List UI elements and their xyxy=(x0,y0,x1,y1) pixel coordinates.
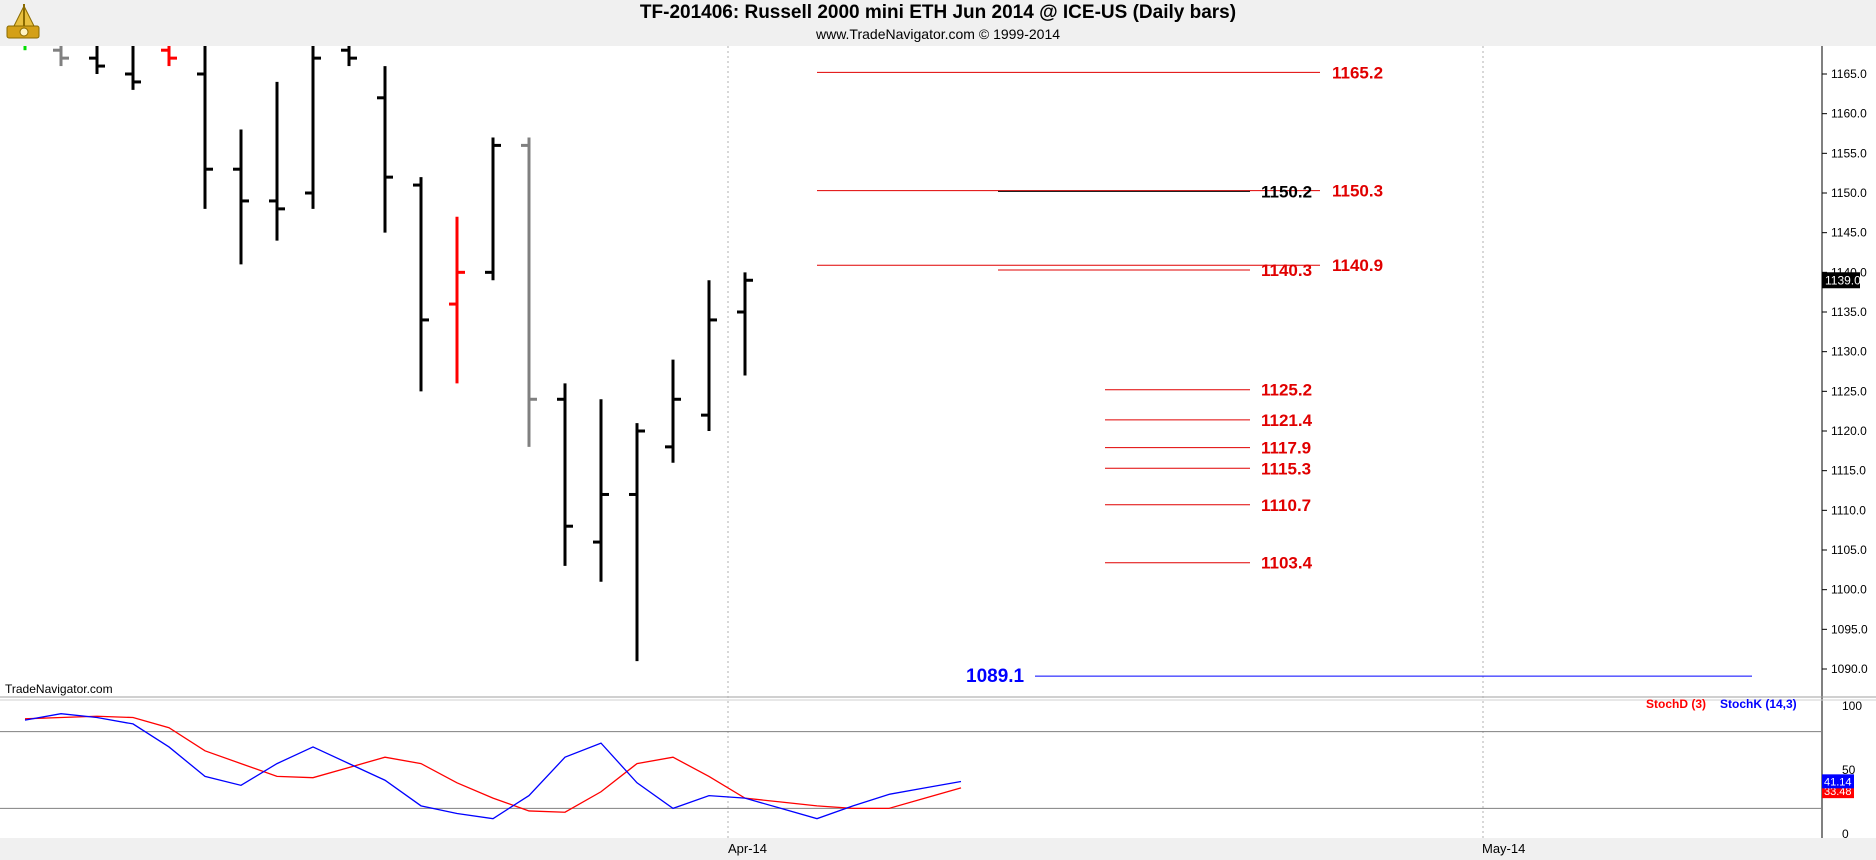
y-tick-label: 1125.0 xyxy=(1831,384,1867,398)
y-tick-label: 1110.0 xyxy=(1831,503,1866,517)
level-label: 1150.2 xyxy=(1261,182,1312,201)
stoch-last-value-box xyxy=(1822,774,1854,789)
trade-navigator-logo-icon xyxy=(6,4,40,39)
y-tick-label: 1160.0 xyxy=(1831,107,1867,121)
level-label: 1150.3 xyxy=(1332,182,1383,201)
stoch-y-tick-label: 100 xyxy=(1842,699,1862,713)
y-tick-label: 1095.0 xyxy=(1831,622,1868,636)
legend-stochd: StochD (3) xyxy=(1646,697,1706,711)
y-tick-label: 1135.0 xyxy=(1831,305,1867,319)
level-label: 1103.4 xyxy=(1261,554,1313,573)
stoch-last-value-label: 33.48 xyxy=(1824,786,1852,798)
level-label: 1117.9 xyxy=(1261,439,1311,458)
y-tick-label: 1130.0 xyxy=(1831,345,1867,359)
y-tick-label: 1120.0 xyxy=(1831,424,1867,438)
chart-subtitle: www.TradeNavigator.com © 1999-2014 xyxy=(815,26,1061,42)
stoch-y-tick-label: 0 xyxy=(1842,827,1849,841)
y-tick-label: 1155.0 xyxy=(1831,146,1867,160)
level-label: 1125.2 xyxy=(1261,381,1312,400)
level-label: 1121.4 xyxy=(1261,411,1313,430)
last-price-box xyxy=(1822,272,1860,289)
y-tick-label: 1165.0 xyxy=(1831,67,1867,81)
x-axis-bar xyxy=(0,838,1876,860)
y-tick-label: 1145.0 xyxy=(1831,226,1867,240)
y-tick-label: 1100.0 xyxy=(1831,583,1867,597)
stoch-y-tick-label: 50 xyxy=(1842,763,1856,777)
stoch-series-line xyxy=(24,713,962,820)
legend-stochk: StochK (14,3) xyxy=(1720,697,1797,711)
level-label: 1140.9 xyxy=(1332,256,1383,275)
level-label: 1110.7 xyxy=(1261,496,1311,515)
y-tick-label: 1115.0 xyxy=(1831,464,1866,478)
x-tick-apr: Apr-14 xyxy=(728,841,768,856)
watermark: TradeNavigator.com xyxy=(5,682,113,696)
last-price-label: 1139.0 xyxy=(1825,273,1861,287)
stoch-series-line xyxy=(24,715,962,813)
chart-header xyxy=(0,0,1876,46)
level-label: 1115.3 xyxy=(1261,459,1311,478)
stoch-last-value-label: 41.14 xyxy=(1824,776,1852,788)
y-tick-label: 1150.0 xyxy=(1831,186,1867,200)
level-label: 1089.1 xyxy=(966,666,1025,687)
y-tick-label: 1090.0 xyxy=(1831,662,1868,676)
x-tick-may: May-14 xyxy=(1482,841,1526,856)
y-tick-label: 1105.0 xyxy=(1831,543,1867,557)
chart-title: TF-201406: Russell 2000 mini ETH Jun 201… xyxy=(639,2,1237,23)
level-label: 1165.2 xyxy=(1332,63,1383,82)
level-label: 1140.3 xyxy=(1261,261,1312,280)
